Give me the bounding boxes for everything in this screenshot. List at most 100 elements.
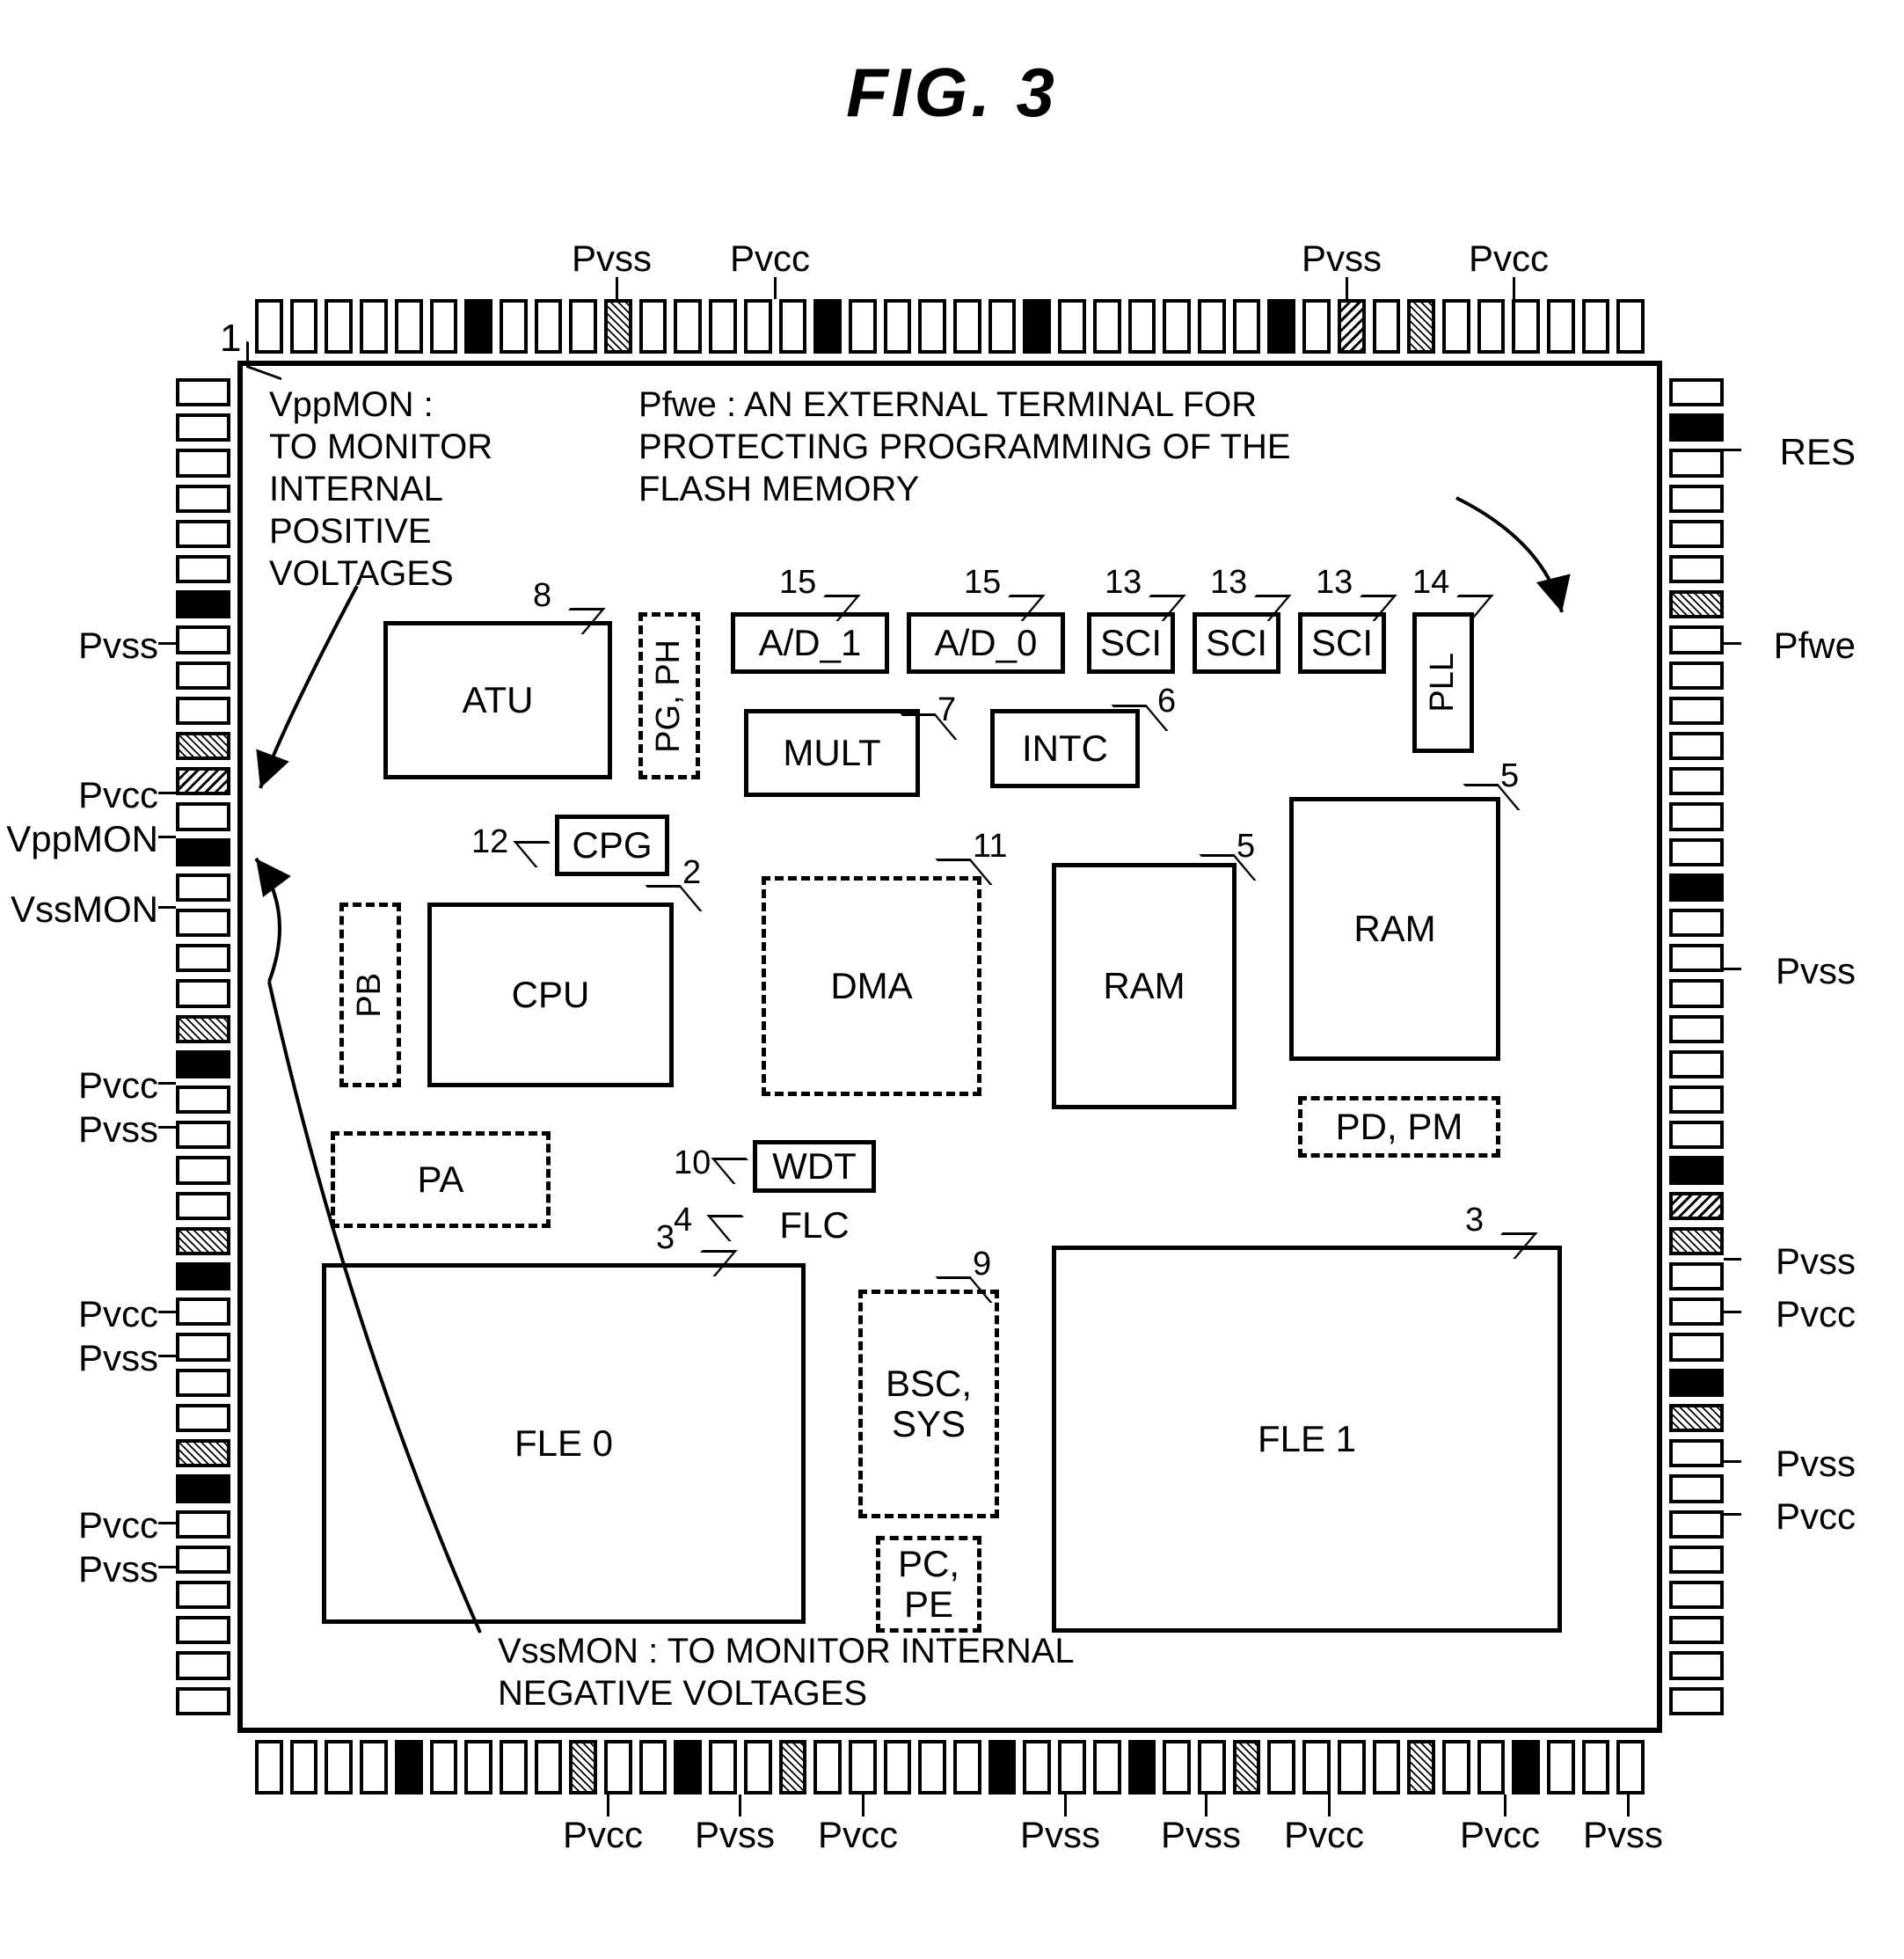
pin-label: Pvss <box>1302 238 1382 280</box>
pin <box>464 299 492 354</box>
pin-lead <box>158 1082 176 1085</box>
pin <box>1442 299 1470 354</box>
pin <box>1669 1156 1724 1184</box>
pin <box>1669 378 1724 406</box>
pin-label: Pvcc <box>563 1814 643 1856</box>
note-pfwe: Pfwe : AN EXTERNAL TERMINAL FOR PROTECTI… <box>638 384 1430 510</box>
pin <box>176 413 230 442</box>
pin <box>1669 1369 1724 1397</box>
pin-lead <box>1328 1795 1331 1816</box>
pin-label: Pvcc <box>0 774 158 816</box>
pin <box>1198 1740 1226 1795</box>
pin <box>1669 1510 1724 1539</box>
pin <box>1267 299 1295 354</box>
pin-lead <box>1205 1795 1207 1816</box>
pin <box>176 1085 230 1114</box>
ref-flc: 4 <box>674 1202 692 1239</box>
pin <box>176 1546 230 1574</box>
pin <box>1669 555 1724 583</box>
block-sci3: SCI <box>1298 612 1386 674</box>
pin <box>1669 625 1724 654</box>
pin <box>535 1740 563 1795</box>
pin-lead <box>158 1126 176 1129</box>
pin <box>988 299 1017 354</box>
pin <box>1669 1546 1724 1574</box>
pins-top <box>255 299 1645 354</box>
pin-lead <box>1504 1795 1506 1816</box>
pin-lead <box>1724 449 1741 451</box>
pin <box>1582 1740 1610 1795</box>
pin <box>176 1333 230 1361</box>
pin <box>1582 299 1610 354</box>
pin <box>1669 1651 1724 1679</box>
pin <box>918 299 946 354</box>
pin <box>176 1050 230 1078</box>
pin <box>1093 299 1121 354</box>
pin <box>569 299 597 354</box>
pin <box>1669 1015 1724 1043</box>
pin-label: Pvss <box>0 1548 158 1590</box>
pin <box>813 299 842 354</box>
pin <box>176 590 230 618</box>
pin <box>1669 944 1724 972</box>
pin <box>1128 299 1156 354</box>
pin <box>176 1616 230 1644</box>
pin-lead <box>158 642 176 645</box>
pin <box>1302 1740 1331 1795</box>
pins-right <box>1669 378 1724 1715</box>
note-vppmon: VppMON : TO MONITOR INTERNAL POSITIVE VO… <box>269 384 515 595</box>
block-bsc: BSC, SYS <box>858 1290 999 1518</box>
pin <box>176 662 230 690</box>
pin <box>176 1474 230 1502</box>
pin <box>1669 1050 1724 1078</box>
pin <box>176 1651 230 1679</box>
block-ram1: RAM <box>1052 863 1237 1109</box>
pin <box>176 838 230 866</box>
pin <box>1669 1227 1724 1255</box>
chip-diagram: VppMON : TO MONITOR INTERNAL POSITIVE VO… <box>176 299 1724 1795</box>
block-mult: MULT <box>744 709 920 797</box>
pin <box>176 979 230 1007</box>
pin <box>176 1156 230 1184</box>
pin <box>1198 299 1226 354</box>
pin <box>1547 1740 1575 1795</box>
pin <box>604 299 632 354</box>
block-ram2: RAM <box>1289 797 1500 1061</box>
pin-label: Pvss <box>572 238 652 280</box>
pin <box>1669 1474 1724 1502</box>
pin <box>1669 1333 1724 1361</box>
pin-label: Pvcc <box>0 1293 158 1335</box>
pin <box>500 1740 528 1795</box>
pin <box>176 1581 230 1609</box>
pin <box>176 1262 230 1290</box>
pin-label: Pvss <box>1161 1814 1241 1856</box>
pin <box>1669 1404 1724 1432</box>
ref-atu: 8 <box>533 577 551 615</box>
pin <box>1669 802 1724 830</box>
pin <box>639 299 667 354</box>
block-sci2: SCI <box>1193 612 1280 674</box>
pin <box>1669 1121 1724 1149</box>
pin <box>1547 299 1575 354</box>
pin <box>176 874 230 902</box>
block-pgph: PG, PH <box>638 612 700 779</box>
ref-pll: 14 <box>1412 564 1449 602</box>
block-pcpe: PC, PE <box>876 1536 981 1633</box>
pin <box>744 299 772 354</box>
pin <box>1669 662 1724 690</box>
pin-lead <box>1724 1258 1741 1261</box>
pin-label: Pvss <box>1776 1443 1856 1485</box>
pin <box>1233 1740 1261 1795</box>
pin-lead <box>1724 1460 1741 1463</box>
ref-dma: 11 <box>973 828 1007 866</box>
pin <box>1669 449 1724 477</box>
pin <box>176 1227 230 1255</box>
pin <box>849 299 877 354</box>
pin-lead <box>158 1311 176 1313</box>
block-atu: ATU <box>383 621 612 779</box>
pin <box>176 449 230 477</box>
block-ad0: A/D_0 <box>907 612 1065 674</box>
pin-label: Pvss <box>1776 950 1856 992</box>
note-vssmon: VssMON : TO MONITOR INTERNAL NEGATIVE VO… <box>498 1630 1289 1714</box>
ref-sci3: 13 <box>1316 564 1353 602</box>
